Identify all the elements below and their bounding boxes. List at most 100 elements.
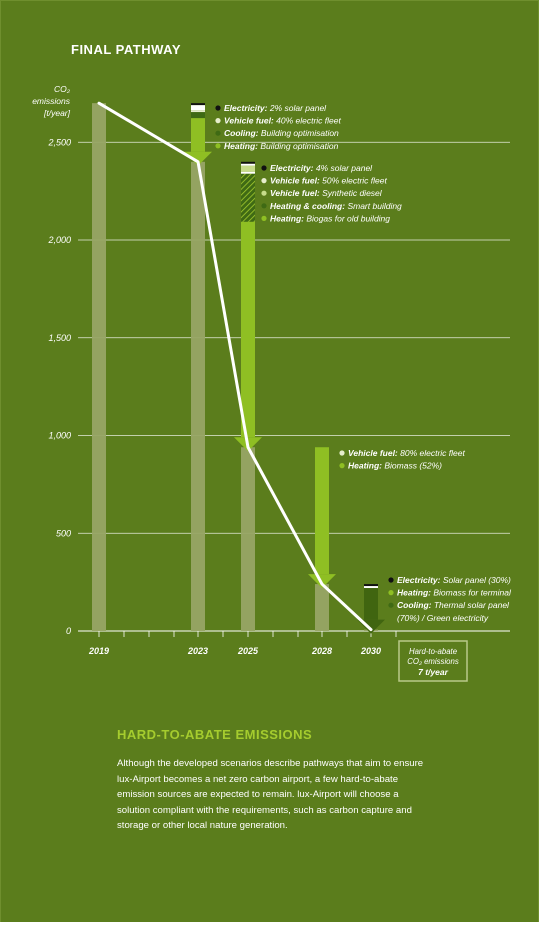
legend-dot — [215, 105, 221, 111]
legend-dot — [215, 118, 221, 124]
x-tick-label: 2019 — [88, 646, 109, 656]
x-tick-label: 2023 — [187, 646, 208, 656]
legend-text: Heating: Building optimisation — [224, 141, 339, 151]
hard-to-abate-label: Hard-to-abate — [409, 647, 458, 656]
bar-2028 — [315, 584, 329, 631]
pathway-line — [97, 101, 373, 632]
legend-text: Cooling: Thermal solar panel — [397, 600, 510, 610]
legend-label: Vehicle fuel: — [224, 116, 276, 126]
arrow-band — [241, 161, 255, 164]
hard-to-abate-value: 7 t/year — [418, 667, 448, 677]
legend-text: Heating: Biomass for terminal — [397, 588, 512, 598]
x-tick-label: 2028 — [311, 646, 332, 656]
reduction-arrow-shaft — [241, 221, 255, 438]
legend-detail: 80% electric fleet — [400, 448, 465, 458]
x-tick-label: 2030 — [360, 646, 381, 656]
legend-detail: Building optimisation — [260, 141, 338, 151]
arrow-band — [364, 584, 378, 587]
y-tick-label: 2,000 — [47, 235, 71, 245]
legend-text: Vehicle fuel: 40% electric fleet — [224, 116, 341, 126]
legend-text: Electricity: Solar panel (30%) — [397, 575, 511, 585]
arrow-band — [241, 165, 255, 172]
legend-label: Vehicle fuel: — [348, 448, 400, 458]
legend-dot — [261, 215, 267, 221]
legend-text: Cooling: Building optimisation — [224, 128, 339, 138]
legend-dot — [339, 463, 345, 469]
bottom-strip — [0, 922, 539, 925]
y-tick-label: 500 — [56, 528, 71, 538]
legend-label: Heating: — [270, 213, 306, 223]
y-tick-label: 2,500 — [47, 137, 71, 147]
legend-dot — [261, 203, 267, 209]
legend-dot — [261, 190, 267, 196]
arrow-band — [241, 163, 255, 166]
arrow-band — [364, 586, 378, 589]
legend-dot — [215, 143, 221, 149]
legend-detail: 2% solar panel — [269, 103, 327, 113]
y-axis-label-line: emissions — [32, 96, 71, 106]
legend-text: Electricity: 4% solar panel — [270, 163, 373, 173]
legend-text: Heating: Biogas for old building — [270, 213, 390, 223]
legend-dot — [388, 602, 394, 608]
legend-text: (70%) / Green electricity — [397, 613, 489, 623]
legend-detail: Biomass (52%) — [384, 461, 442, 471]
legend-detail: Biogas for old building — [306, 213, 390, 223]
legend-detail: Smart building — [347, 201, 402, 211]
legend-dot — [261, 178, 267, 184]
y-tick-label: 1,500 — [48, 333, 71, 343]
legend-text: Vehicle fuel: Synthetic diesel — [270, 188, 383, 198]
reduction-arrow-shaft — [191, 118, 205, 152]
reduction-arrow-shaft — [315, 447, 329, 575]
legend-detail: Thermal solar panel — [434, 600, 510, 610]
bar-2025 — [241, 447, 255, 631]
legend-label: Electricity: — [224, 103, 270, 113]
bar-2023 — [191, 161, 205, 632]
arrow-band — [191, 103, 205, 106]
legend-label: Electricity: — [397, 575, 443, 585]
chart-title: FINAL PATHWAY — [71, 42, 182, 57]
bar-2019 — [92, 103, 106, 631]
legend-label: Heating: — [224, 141, 260, 151]
legend-text: Electricity: 2% solar panel — [224, 103, 327, 113]
legend-label: Heating: — [348, 461, 384, 471]
legend-dot — [339, 450, 345, 456]
arrow-band — [191, 110, 205, 113]
arrow-band — [191, 112, 205, 119]
y-tick-label: 0 — [66, 626, 71, 636]
hard-to-abate-label: CO₂ emissions — [407, 657, 459, 666]
legend-label: Heating & cooling: — [270, 201, 347, 211]
legend-label: Cooling: — [224, 128, 261, 138]
legend-detail: 40% electric fleet — [276, 116, 341, 126]
legend-detail: 4% solar panel — [316, 163, 373, 173]
legend-text: Vehicle fuel: 50% electric fleet — [270, 176, 387, 186]
legend-detail: Biomass for terminal — [433, 588, 512, 598]
legend-label: Electricity: — [270, 163, 316, 173]
y-axis-label-line: CO₂ — [54, 84, 71, 94]
legend-dot — [388, 577, 394, 583]
pathway-chart: CO₂ emissions [t/year] 0 500 1,000 1,500 2,000 2… — [32, 84, 512, 682]
legend-dot — [261, 165, 267, 171]
legend-dot — [215, 130, 221, 136]
arrow-band — [241, 171, 255, 174]
legend-dot — [388, 590, 394, 596]
legend-label: Heating: — [397, 588, 433, 598]
y-axis-label-line: [t/year] — [43, 108, 71, 118]
legend-detail: Synthetic diesel — [322, 188, 383, 198]
legend-label: Vehicle fuel: — [270, 176, 322, 186]
reduction-arrow-shaft — [364, 588, 378, 620]
x-tick-label: 2025 — [237, 646, 259, 656]
legend-label: Cooling: — [397, 600, 434, 610]
legend-text: Vehicle fuel: 80% electric fleet — [348, 448, 465, 458]
section-body: Although the developed scenarios describ… — [117, 758, 424, 831]
legend-text: Heating: Biomass (52%) — [348, 461, 442, 471]
legend-detail: 50% electric fleet — [322, 176, 387, 186]
legend-label: Vehicle fuel: — [270, 188, 322, 198]
arrow-band — [241, 173, 255, 222]
hard-to-abate-box — [398, 640, 468, 682]
y-tick-label: 1,000 — [48, 431, 71, 441]
reduction-arrow-head — [184, 151, 212, 166]
legend-text: Heating & cooling: Smart building — [270, 201, 402, 211]
legend-detail: Building optimisation — [261, 128, 339, 138]
arrow-band — [191, 105, 205, 111]
legend-detail: Solar panel (30%) — [443, 575, 511, 585]
